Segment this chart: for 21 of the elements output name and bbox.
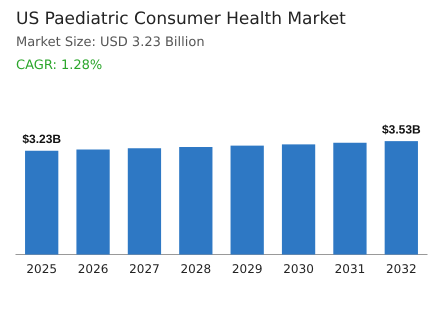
x-tick-label: 2031 bbox=[334, 262, 366, 276]
bar bbox=[282, 144, 316, 255]
x-tick-label: 2030 bbox=[283, 262, 314, 276]
x-tick-label: 2027 bbox=[129, 262, 160, 276]
bar bbox=[333, 142, 367, 255]
data-label: $3.23B bbox=[22, 132, 62, 146]
data-label: $3.53B bbox=[382, 122, 421, 136]
x-tick-label: 2028 bbox=[180, 262, 212, 276]
bar bbox=[128, 148, 162, 255]
bar bbox=[76, 150, 110, 255]
x-tick-label: 2029 bbox=[232, 262, 262, 276]
x-tick-label: 2026 bbox=[78, 262, 108, 276]
x-tick-label: 2025 bbox=[26, 262, 57, 276]
x-tick-label: 2032 bbox=[386, 262, 417, 276]
chart-subtitle: Market Size: USD 3.23 Billion bbox=[16, 35, 205, 50]
text: CAGR: 1.28% bbox=[16, 58, 102, 73]
chart-title: US Paediatric Consumer Health Market bbox=[16, 9, 346, 29]
bar bbox=[25, 150, 58, 255]
bar bbox=[179, 146, 212, 255]
bar bbox=[384, 141, 418, 255]
bar bbox=[230, 146, 264, 255]
